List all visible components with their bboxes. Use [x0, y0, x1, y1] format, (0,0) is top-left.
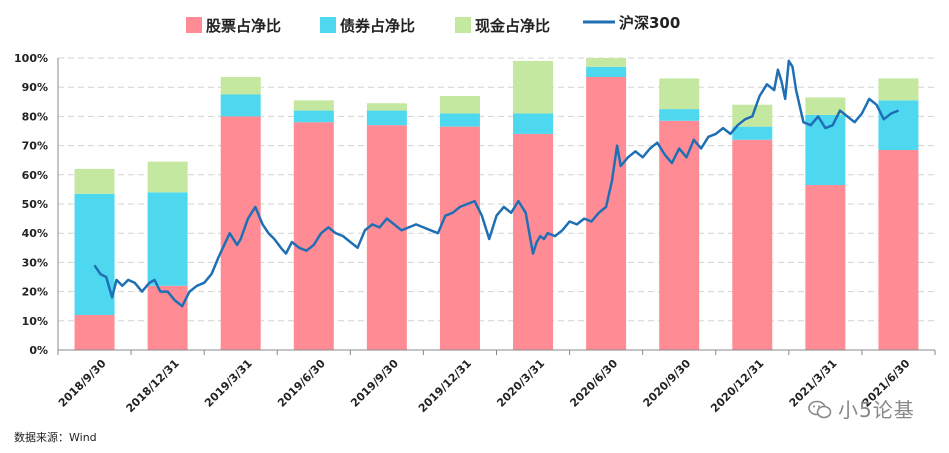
bar-bond-10 — [732, 126, 773, 140]
bar-cash-12 — [878, 78, 919, 101]
bar-cash-1 — [74, 168, 115, 194]
bar-bond-2 — [147, 192, 188, 286]
x-tick-label: 2019/12/31 — [416, 357, 474, 415]
y-tick-label: 70% — [22, 140, 48, 153]
bar-cash-7 — [513, 60, 554, 114]
bar-stock-9 — [659, 120, 700, 350]
bar-bond-6 — [439, 113, 480, 127]
bar-stock-3 — [220, 116, 261, 351]
y-tick-label: 100% — [14, 52, 48, 65]
legend-label-cash: 现金占净比 — [475, 17, 550, 35]
bar-cash-2 — [147, 161, 188, 193]
bar-cash-3 — [220, 76, 261, 95]
y-axis: 0% 10% 20% 30% 40% 50% 60% 70% 80% 90% 100% — [14, 52, 59, 357]
y-tick-label: 20% — [22, 286, 48, 299]
legend-label-stock: 股票占净比 — [206, 17, 281, 35]
bar-bond-7 — [513, 113, 554, 134]
bar-stock-2 — [147, 285, 188, 350]
bar-cash-8 — [586, 58, 627, 67]
bar-stock-5 — [366, 125, 407, 350]
legend-label-hs300: 沪深300 — [619, 14, 680, 32]
bar-bond-8 — [586, 66, 627, 77]
bar-bond-5 — [366, 110, 407, 126]
y-tick-label: 10% — [22, 315, 48, 328]
legend-swatch-cash — [455, 17, 471, 33]
y-tick-label: 60% — [22, 169, 48, 182]
legend-swatch-bond — [320, 17, 336, 33]
bar-stock-4 — [293, 122, 334, 351]
bar-bond-9 — [659, 109, 700, 121]
y-tick-label: 0% — [29, 344, 48, 357]
bar-bond-4 — [293, 110, 334, 123]
bar-cash-5 — [366, 103, 407, 111]
bar-stock-11 — [805, 185, 846, 350]
bar-stock-8 — [586, 76, 627, 350]
y-tick-label: 80% — [22, 110, 48, 123]
y-tick-label: 90% — [22, 81, 48, 94]
bar-cash-6 — [439, 95, 480, 114]
bar-bond-1 — [74, 193, 115, 315]
bar-cash-9 — [659, 78, 700, 110]
y-tick-label: 50% — [22, 198, 48, 211]
y-tick-label: 30% — [22, 256, 48, 269]
line-series — [93, 59, 899, 308]
bar-cash-11 — [805, 97, 846, 115]
bar-stock-10 — [732, 139, 773, 350]
x-tick-label: 2020/3/31 — [494, 357, 547, 410]
bar-bond-12 — [878, 100, 919, 150]
bar-stock-6 — [439, 126, 480, 351]
legend-swatch-stock — [186, 17, 202, 33]
bar-stock-1 — [74, 314, 115, 350]
x-tick-label: 2020/9/30 — [641, 357, 694, 410]
watermark-text: 小5论基 — [838, 398, 915, 422]
x-axis: 2018/9/30 2018/12/31 2019/3/31 2019/6/30 201… — [56, 349, 936, 415]
x-tick-label: 2018/9/30 — [56, 357, 109, 410]
x-tick-label: 2020/6/30 — [567, 357, 620, 410]
y-tick-label: 40% — [22, 227, 48, 240]
hs300-line — [93, 59, 899, 308]
x-tick-label: 2019/3/31 — [202, 357, 255, 410]
watermark: 小5论基 — [808, 394, 915, 423]
bar-bond-3 — [220, 94, 261, 117]
x-tick-label: 2018/12/31 — [124, 357, 182, 415]
bar-stock-7 — [513, 133, 554, 350]
bars — [74, 58, 919, 351]
x-tick-label: 2019/6/30 — [275, 357, 328, 410]
legend-label-bond: 债券占净比 — [340, 17, 415, 35]
bar-stock-12 — [878, 149, 919, 350]
wechat-icon — [808, 400, 832, 419]
source-note: 数据来源：Wind — [14, 431, 97, 444]
bar-cash-4 — [293, 100, 334, 111]
gridlines — [58, 57, 935, 322]
x-tick-label: 2019/9/30 — [348, 357, 401, 410]
legend: 股票占净比 债券占净比 现金占净比 沪深300 — [186, 14, 680, 35]
x-tick-label: 2020/12/31 — [708, 357, 766, 415]
